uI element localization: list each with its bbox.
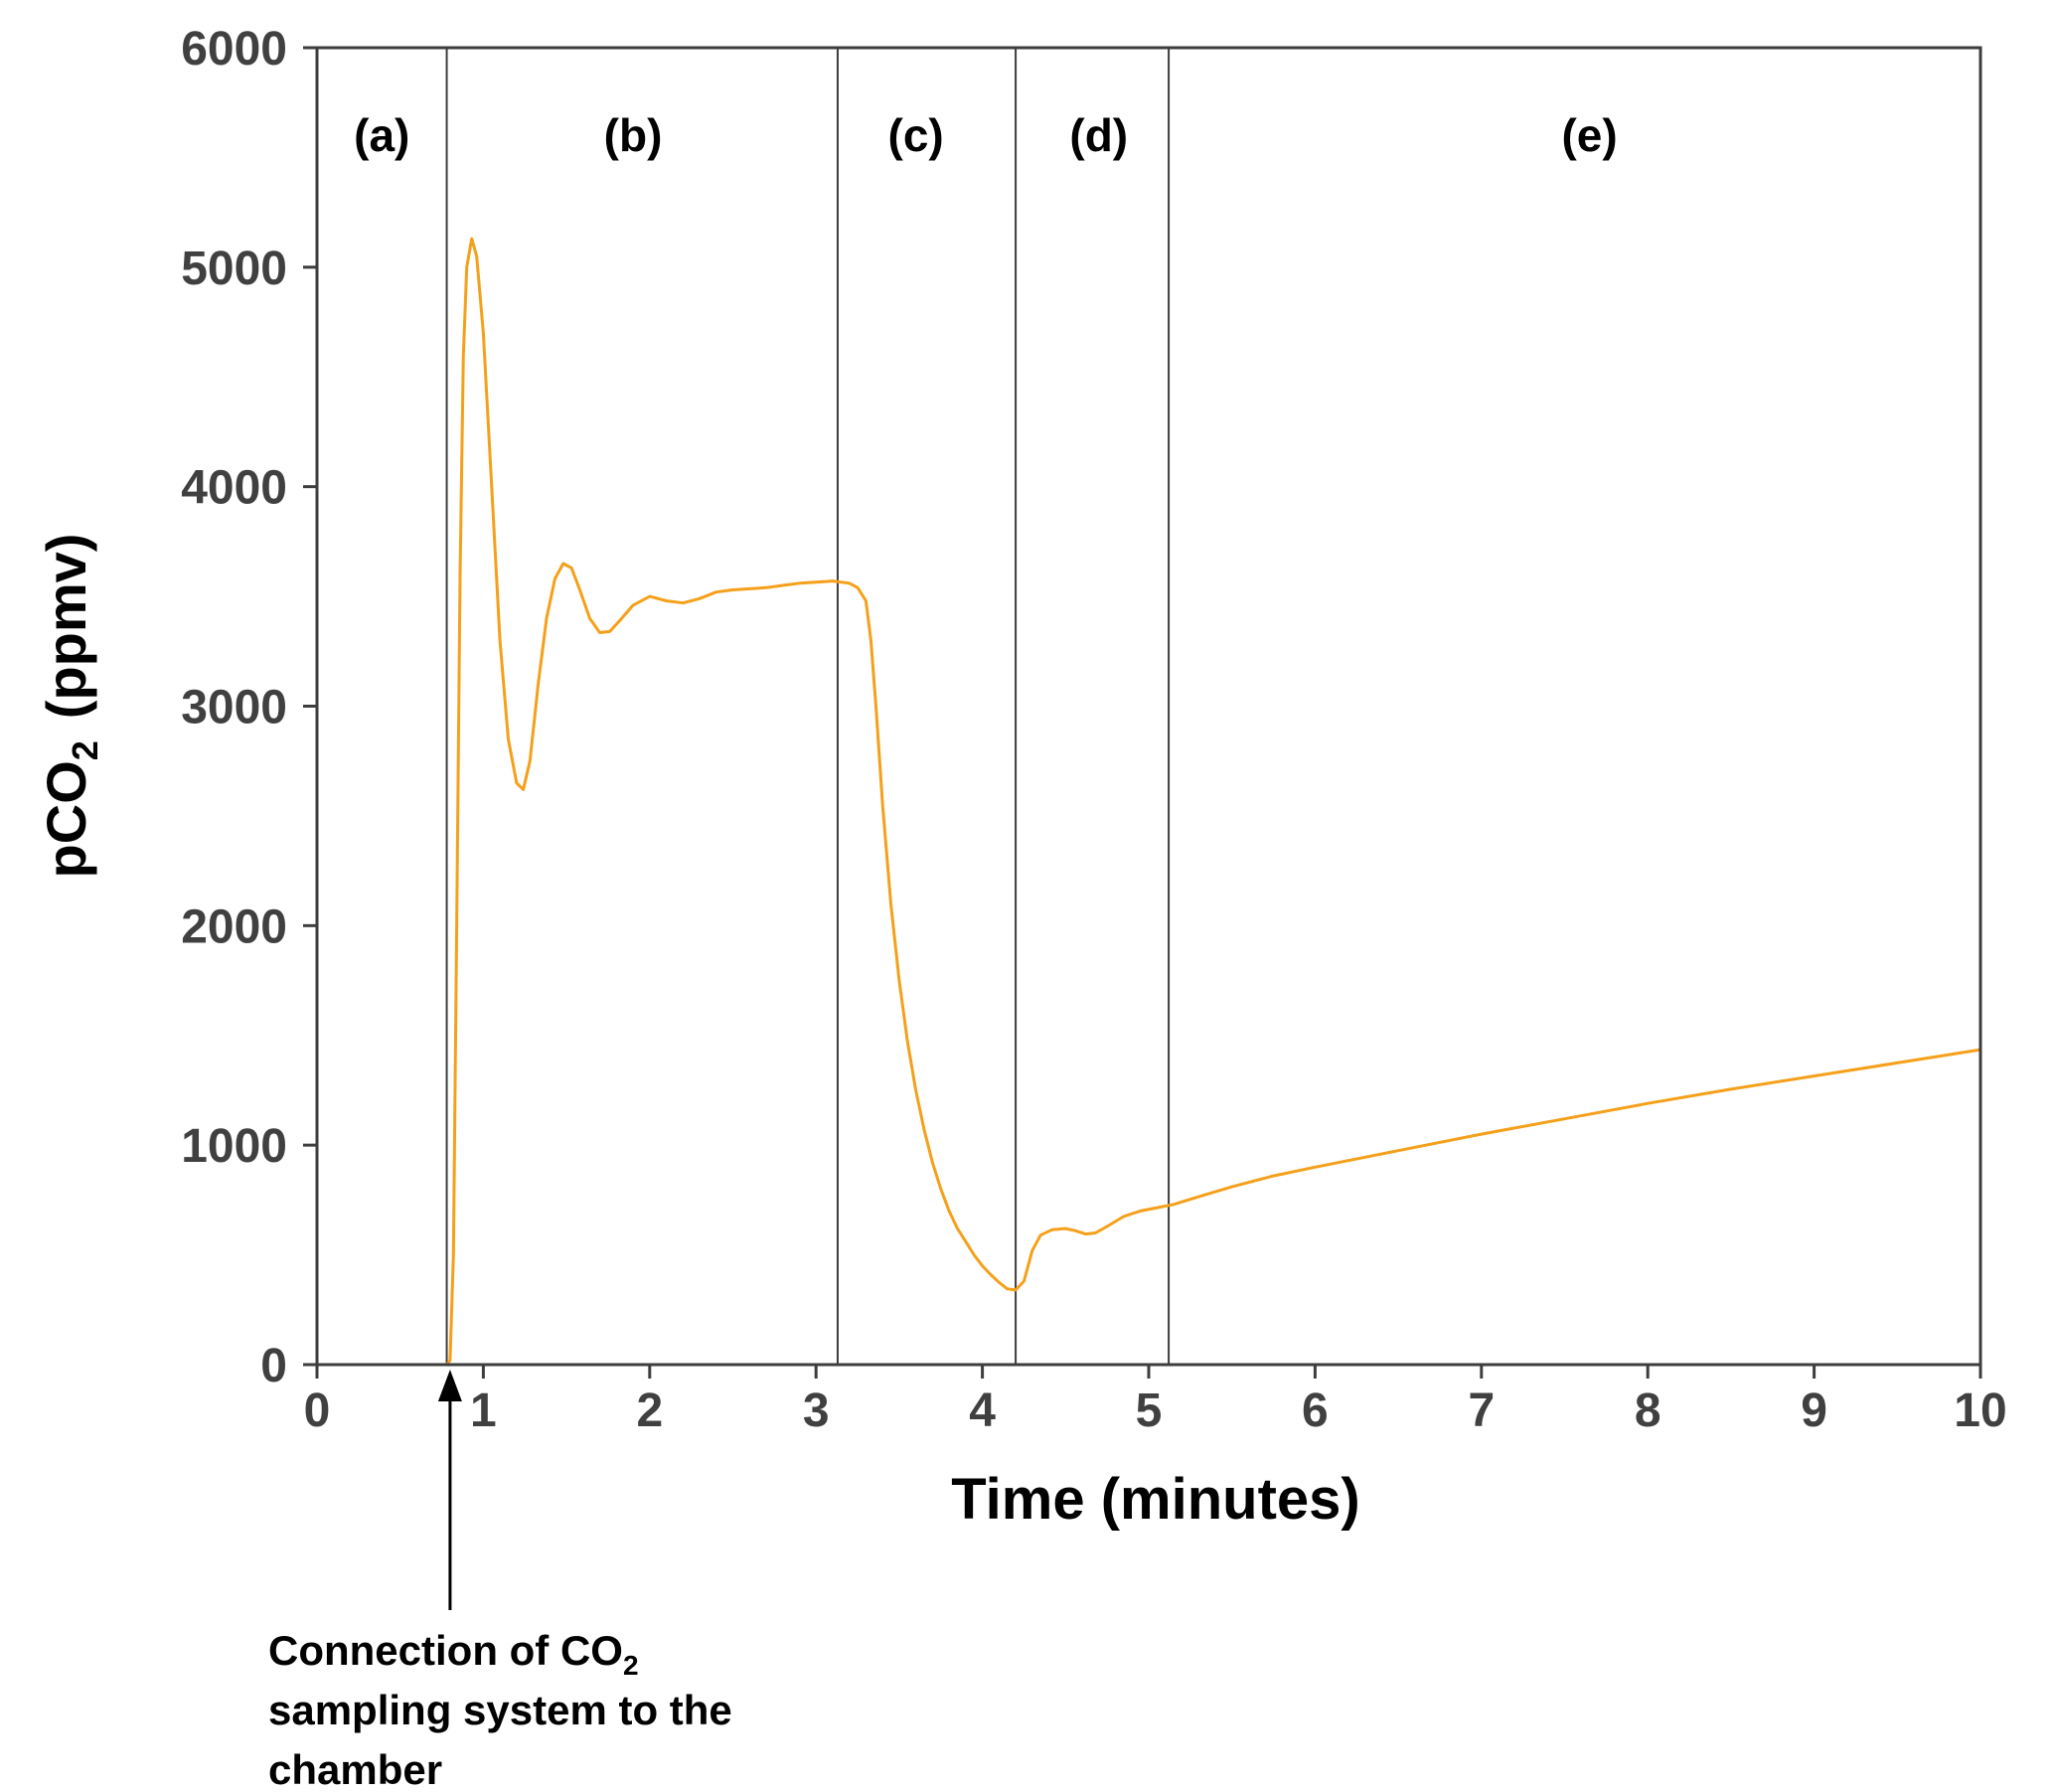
y-axis-title-unit: (ppmv) [35,534,97,720]
arrow-head-icon [437,1370,462,1401]
x-axis-title: Time (minutes) [951,1467,1359,1532]
y-tick-label: 3000 [181,682,287,734]
y-axis-title-subscript: 2 [65,740,105,760]
y-tick-label: 6000 [181,23,287,76]
connection-annotation: Connection of CO2 sampling system to the c… [268,1627,732,1792]
annotation-line-3: chamber [268,1746,442,1792]
y-tick-label: 5000 [181,243,287,295]
annotation-line-text: Connection of CO [268,1627,623,1674]
phase-boundaries [445,48,1171,1365]
x-tick-label: 1 [470,1385,497,1437]
y-axis-title-main: pCO [35,760,97,878]
x-tick-label: 4 [969,1385,996,1437]
phase-labels: (a) (b) (c) (d) (e) [354,109,1618,161]
annotation-line-2: sampling system to the [268,1687,732,1733]
x-tick-label: 0 [304,1385,331,1437]
phase-label-5: (e) [1561,109,1617,161]
phase-label-4: (d) [1069,109,1128,161]
plot-frame [315,46,1982,1367]
connection-arrow [437,1370,462,1610]
annotation-line-text: chamber [268,1746,442,1792]
annotation-line-text: sampling system to the [268,1687,732,1733]
y-tick-label: 1000 [181,1120,287,1173]
phase-label-1: (a) [354,109,409,161]
phase-label-3: (c) [888,109,944,161]
x-tick-label: 2 [636,1385,663,1437]
y-axis: 0 1000 2000 3000 4000 5000 6000 [181,23,317,1392]
x-axis: 0 1 2 3 4 5 6 7 8 9 10 [304,1365,2007,1437]
y-axis-title: pCO2 (ppmv) [35,534,105,879]
phase-label-2: (b) [604,109,663,161]
y-tick-label: 0 [260,1340,287,1392]
pco2-series-line [315,237,1982,1367]
x-tick-label: 9 [1801,1385,1827,1437]
annotation-subscript: 2 [623,1650,639,1681]
x-tick-label: 6 [1302,1385,1329,1437]
y-tick-label: 4000 [181,462,287,515]
x-tick-label: 10 [1954,1385,2006,1437]
x-tick-label: 8 [1635,1385,1661,1437]
x-tick-label: 5 [1136,1385,1163,1437]
x-tick-label: 7 [1468,1385,1495,1437]
x-tick-label: 3 [803,1385,830,1437]
annotation-line-1: Connection of CO2 [268,1627,639,1681]
y-tick-label: 2000 [181,900,287,953]
